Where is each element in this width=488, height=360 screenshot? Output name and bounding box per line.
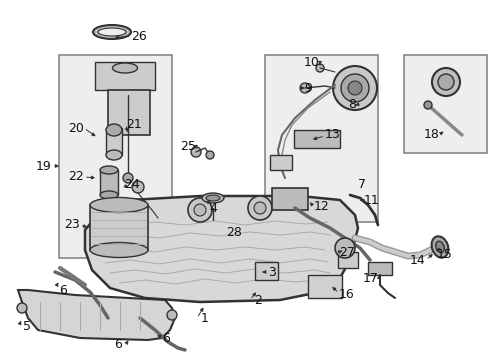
Bar	[100, 170, 118, 195]
Circle shape	[205, 151, 214, 159]
Text: 11: 11	[364, 194, 379, 207]
Ellipse shape	[98, 28, 126, 36]
Text: 2: 2	[254, 293, 262, 306]
Text: 6: 6	[114, 338, 122, 351]
Text: 4: 4	[209, 202, 217, 215]
Ellipse shape	[90, 198, 148, 212]
Text: 22: 22	[68, 171, 84, 184]
Text: 28: 28	[225, 225, 242, 238]
Text: 19: 19	[36, 159, 52, 172]
Bar	[269, 155, 291, 170]
Circle shape	[340, 74, 368, 102]
Ellipse shape	[90, 243, 148, 257]
Polygon shape	[18, 290, 175, 340]
Bar	[90, 205, 148, 250]
Circle shape	[191, 147, 201, 157]
Text: 10: 10	[304, 55, 319, 68]
Circle shape	[17, 303, 27, 313]
Text: 27: 27	[338, 247, 354, 260]
Bar	[271, 188, 307, 210]
Text: 26: 26	[131, 30, 146, 42]
Text: 6: 6	[59, 284, 67, 297]
Ellipse shape	[205, 195, 220, 201]
Ellipse shape	[100, 191, 118, 199]
Circle shape	[332, 66, 376, 110]
Ellipse shape	[112, 63, 137, 73]
Circle shape	[299, 83, 309, 93]
Bar	[264, 55, 377, 222]
Text: 7: 7	[357, 177, 365, 190]
Ellipse shape	[435, 241, 444, 253]
Text: 1: 1	[201, 311, 208, 324]
Circle shape	[194, 204, 205, 216]
Text: 21: 21	[126, 117, 142, 130]
Circle shape	[132, 181, 143, 193]
Bar	[95, 62, 155, 90]
Bar	[337, 252, 357, 268]
Circle shape	[347, 81, 361, 95]
Text: 24: 24	[124, 179, 140, 192]
Text: 25: 25	[180, 139, 196, 153]
Text: 9: 9	[304, 81, 311, 94]
Circle shape	[253, 202, 265, 214]
Polygon shape	[85, 196, 357, 302]
Bar	[59, 55, 172, 258]
Text: 12: 12	[313, 201, 329, 213]
Bar	[254, 262, 278, 280]
Ellipse shape	[431, 236, 447, 258]
Text: 15: 15	[436, 248, 452, 261]
Bar	[106, 128, 122, 155]
Text: 13: 13	[325, 129, 340, 141]
Text: 23: 23	[64, 217, 80, 230]
Circle shape	[167, 310, 177, 320]
Text: 6: 6	[162, 332, 170, 345]
Bar	[307, 275, 341, 298]
Bar	[108, 90, 150, 135]
Text: 5: 5	[23, 320, 31, 333]
Text: 16: 16	[339, 288, 354, 301]
Circle shape	[123, 173, 133, 183]
Text: 3: 3	[267, 266, 275, 279]
Text: 18: 18	[423, 127, 439, 140]
Circle shape	[423, 101, 431, 109]
Ellipse shape	[202, 193, 224, 203]
Bar	[293, 130, 339, 148]
Ellipse shape	[106, 150, 122, 160]
Text: 20: 20	[68, 122, 84, 135]
Ellipse shape	[100, 166, 118, 174]
Text: 14: 14	[409, 255, 425, 267]
Bar	[403, 55, 486, 153]
Circle shape	[334, 238, 354, 258]
Circle shape	[187, 198, 212, 222]
Text: 17: 17	[362, 271, 378, 284]
Bar	[367, 262, 391, 275]
Text: 8: 8	[347, 98, 355, 111]
Circle shape	[315, 64, 324, 72]
Circle shape	[431, 68, 459, 96]
Ellipse shape	[106, 124, 122, 136]
Circle shape	[247, 196, 271, 220]
Ellipse shape	[93, 25, 131, 39]
Circle shape	[437, 74, 453, 90]
